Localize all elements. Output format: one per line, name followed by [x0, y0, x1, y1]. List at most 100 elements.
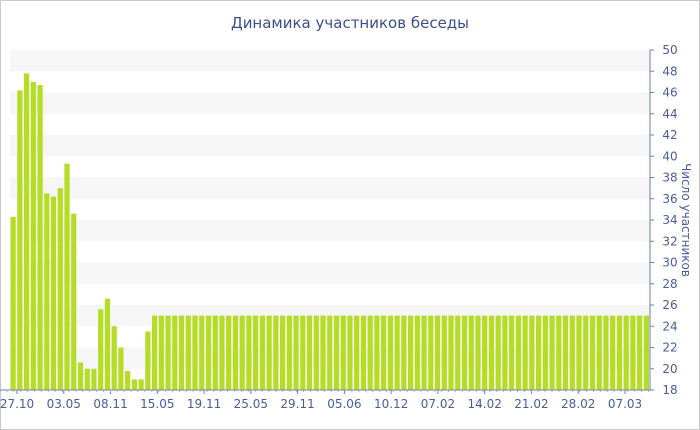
- x-tick-label: 07.02: [421, 397, 455, 411]
- bar: [50, 196, 57, 390]
- bar: [475, 315, 481, 391]
- y-tick-label: 24: [662, 319, 677, 333]
- bar: [23, 73, 30, 390]
- x-tick-label: 05.06: [327, 397, 361, 411]
- x-tick-labels: 27.10 03.05 08.11 15.05 19.11 25.05 29.11 05.06…: [0, 390, 650, 411]
- bar: [71, 213, 77, 390]
- bar: [111, 326, 117, 390]
- bar: [44, 193, 50, 390]
- bar: [610, 315, 616, 391]
- bar: [468, 315, 474, 391]
- x-tick-label: 08.11: [93, 397, 127, 411]
- y-tick-label: 36: [662, 192, 677, 206]
- x-tick-label: 15.05: [140, 397, 174, 411]
- x-tick-label: 10.12: [374, 397, 408, 411]
- bar: [84, 368, 90, 390]
- bar: [158, 315, 164, 391]
- bar: [428, 315, 434, 391]
- bar: [286, 315, 292, 391]
- bar: [360, 315, 367, 391]
- bar: [226, 315, 232, 391]
- y-tick-label: 18: [662, 383, 677, 397]
- bar: [495, 315, 501, 391]
- y-tick-label: 40: [662, 149, 677, 163]
- bar-series: [10, 73, 649, 391]
- x-tick-label: 28.02: [561, 397, 595, 411]
- bar: [542, 315, 548, 391]
- grid-band: [10, 220, 650, 242]
- bar: [407, 315, 414, 391]
- bar: [57, 188, 63, 391]
- bar: [131, 379, 137, 391]
- bar: [138, 379, 144, 391]
- bar: [306, 315, 313, 391]
- x-tick-label: 14.02: [468, 397, 502, 411]
- y-tick-label: 32: [662, 234, 677, 248]
- bar: [589, 315, 596, 391]
- bar: [643, 315, 649, 391]
- y-axis-label: Число участников: [679, 163, 693, 277]
- bar: [576, 315, 582, 391]
- x-tick-label: 25.05: [234, 397, 268, 411]
- bar: [30, 81, 36, 391]
- bar: [125, 370, 131, 391]
- bar: [502, 315, 508, 391]
- bar: [374, 315, 380, 391]
- bar: [239, 315, 245, 391]
- bar: [394, 315, 400, 391]
- grid-band: [10, 92, 650, 114]
- grid-band: [10, 135, 650, 157]
- bar: [616, 315, 623, 391]
- bar: [104, 298, 111, 391]
- bar: [219, 315, 225, 391]
- bar: [192, 315, 198, 391]
- chart-title: Динамика участников беседы: [231, 14, 469, 32]
- bar: [10, 216, 16, 390]
- bar: [320, 315, 326, 391]
- bar: [205, 315, 212, 391]
- bar: [509, 315, 515, 391]
- bar: [367, 315, 373, 391]
- bar: [414, 315, 420, 391]
- grid-band: [10, 177, 650, 199]
- bar: [333, 315, 340, 391]
- bar: [630, 315, 636, 391]
- bar: [279, 315, 286, 391]
- bar: [455, 315, 461, 391]
- bar: [259, 315, 265, 391]
- bar: [37, 85, 43, 390]
- bar: [441, 315, 447, 391]
- bar: [232, 315, 239, 391]
- y-tick-label: 26: [662, 298, 677, 312]
- y-tick-label: 50: [662, 43, 677, 57]
- bar: [562, 315, 569, 391]
- bar: [603, 315, 609, 391]
- x-tick-label: 27.10: [0, 397, 34, 411]
- bar: [381, 315, 387, 391]
- bar: [327, 315, 333, 391]
- bar: [434, 315, 441, 391]
- bar: [488, 315, 495, 391]
- bar: [246, 315, 252, 391]
- x-tick-label: 03.05: [47, 397, 81, 411]
- bar: [118, 347, 124, 390]
- bar: [17, 90, 23, 391]
- bar: [637, 315, 643, 391]
- bar: [354, 315, 360, 391]
- grid-band: [10, 50, 650, 72]
- x-tick-label: 21.02: [514, 397, 548, 411]
- bar: [387, 315, 393, 391]
- bar: [313, 315, 319, 391]
- bar: [340, 315, 346, 391]
- bar: [77, 362, 84, 391]
- bar: [482, 315, 488, 391]
- bar: [583, 315, 589, 391]
- x-tick-label: 07.03: [608, 397, 642, 411]
- bar: [64, 163, 70, 390]
- bar: [556, 315, 562, 391]
- y-tick-label: 30: [662, 256, 677, 270]
- bar: [569, 315, 575, 391]
- bar: [535, 315, 542, 391]
- y-tick-label: 44: [662, 107, 677, 121]
- bar: [623, 315, 629, 391]
